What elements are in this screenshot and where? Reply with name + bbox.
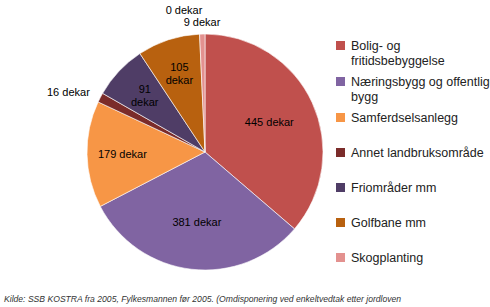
- legend-label: Bolig- ogfritidsbebyggelse: [351, 39, 445, 68]
- data-label: 381 dekar: [172, 216, 221, 228]
- legend-swatch: [336, 253, 345, 262]
- legend-label: Golfbane mm: [351, 216, 426, 230]
- data-label: 179 dekar: [98, 148, 147, 160]
- legend-label: Annet landbruksområde: [351, 146, 484, 160]
- source-note: Kilde: SSB KOSTRA fra 2005, Fylkesmannen…: [4, 294, 401, 304]
- data-label: 91dekar: [131, 83, 159, 108]
- data-label: 9 dekar: [184, 16, 221, 28]
- data-label: 105dekar: [166, 61, 194, 86]
- legend-label: Skogplanting: [351, 251, 423, 265]
- legend: Bolig- ogfritidsbebyggelse Næringsbygg og…: [336, 39, 490, 265]
- slices: [87, 34, 323, 270]
- legend-swatch: [336, 113, 345, 122]
- legend-label: Samferdselsanlegg: [351, 111, 458, 125]
- slice: [205, 34, 206, 152]
- data-label: 445 dekar: [245, 116, 294, 128]
- legend-label: Friområder mm: [351, 181, 436, 195]
- legend-swatch: [336, 218, 345, 227]
- slice: [200, 34, 205, 152]
- legend-swatch: [336, 77, 345, 86]
- legend-swatch: [336, 41, 345, 50]
- legend-swatch: [336, 183, 345, 192]
- data-labels: 445 dekar 381 dekar 179 dekar 16 dekar 91dek…: [47, 4, 294, 228]
- legend-label: Næringsbygg og offentligebygg: [351, 75, 490, 104]
- data-label: 16 dekar: [47, 86, 90, 98]
- data-label: 0 dekar: [166, 4, 203, 16]
- chart: 445 dekar 381 dekar 179 dekar 16 dekar 91dek…: [0, 0, 490, 307]
- legend-swatch: [336, 148, 345, 157]
